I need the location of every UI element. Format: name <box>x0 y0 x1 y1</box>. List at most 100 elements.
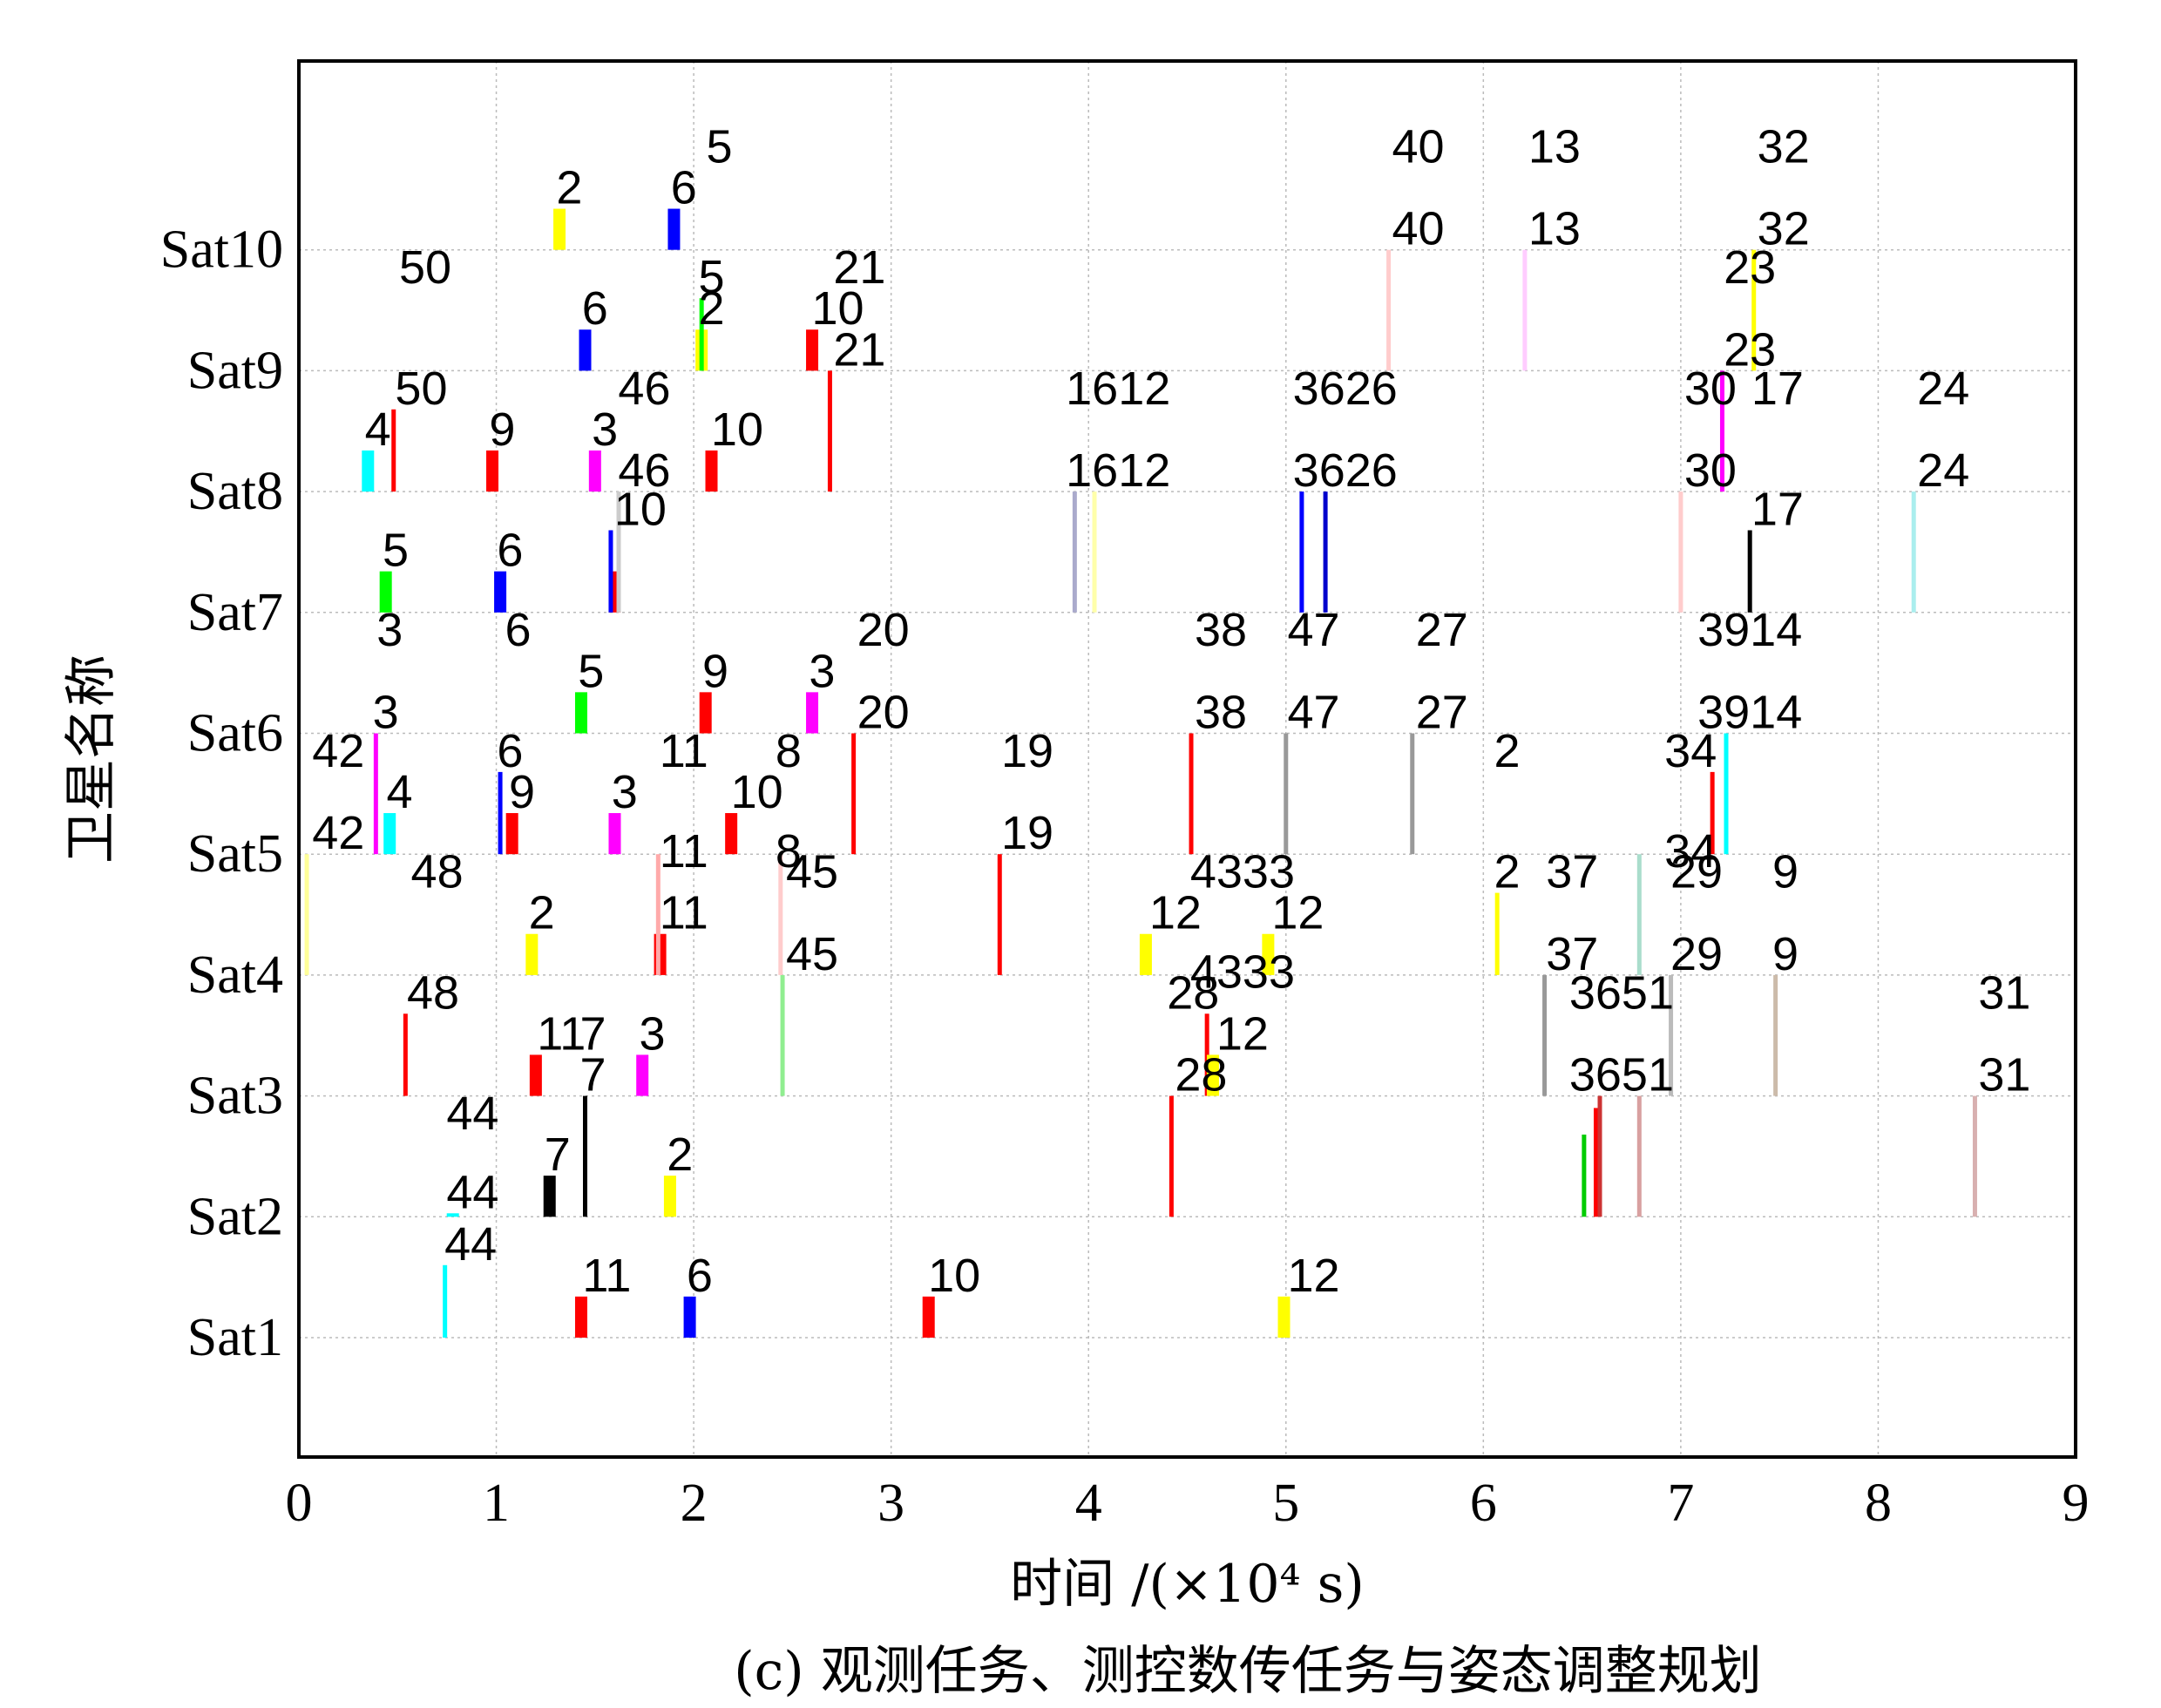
task-bar <box>1747 530 1752 613</box>
task-bar <box>525 933 539 975</box>
task-label: 11 <box>660 887 708 939</box>
task-bar <box>827 370 832 492</box>
task-label: 3914 <box>1697 687 1802 739</box>
task-bar <box>1189 733 1194 855</box>
task-label: 27 <box>1416 687 1468 739</box>
task-bar <box>1169 1095 1174 1217</box>
y-tick-label: Sat8 <box>187 462 283 521</box>
task-bar <box>851 733 857 855</box>
x-tick-label: 8 <box>1865 1474 1892 1533</box>
task-bar <box>1678 491 1683 613</box>
task-bar <box>683 1296 696 1338</box>
task-label: 47 <box>1287 687 1339 739</box>
task-bar <box>574 1296 587 1338</box>
task-label: 19 <box>1001 725 1053 777</box>
task-label: 6 <box>505 604 531 656</box>
task-bar <box>663 1176 676 1217</box>
task-label: 46 <box>618 363 670 415</box>
task-bar <box>1299 491 1304 613</box>
task-bar <box>494 571 507 613</box>
task-label: 5 <box>578 645 604 697</box>
task-bar <box>1773 974 1778 1096</box>
task-bar <box>446 1213 459 1217</box>
task-label: 17 <box>1751 363 1804 415</box>
task-bar <box>608 530 613 613</box>
task-label: 1612 <box>1066 444 1170 497</box>
task-label: 2 <box>667 1128 693 1181</box>
task-bar <box>1636 1095 1642 1217</box>
task-bar <box>655 854 660 975</box>
task-label: 45 <box>786 928 838 980</box>
task-label: 3 <box>809 645 835 697</box>
task-label: 34 <box>1664 825 1717 878</box>
x-axis-title: 时间 /(×10⁴ s) <box>1010 1554 1365 1615</box>
task-label: 11 <box>582 1250 631 1302</box>
task-label: 10 <box>731 766 783 818</box>
task-label: 6 <box>687 1250 713 1302</box>
task-label: 48 <box>407 966 459 1019</box>
task-label: 4 <box>387 766 413 818</box>
task-bar <box>806 329 819 371</box>
x-tick-label: 0 <box>286 1474 313 1533</box>
task-label: 2 <box>556 162 582 214</box>
task-label: 38 <box>1195 604 1247 656</box>
task-label: 31 <box>1978 966 2030 1019</box>
task-label: 7 <box>580 1007 606 1060</box>
x-tick-label: 6 <box>1470 1474 1497 1533</box>
task-bar <box>583 1095 588 1217</box>
y-tick-label: Sat5 <box>187 824 283 884</box>
task-label: 9 <box>702 645 728 697</box>
task-label: 31 <box>1978 1049 2030 1101</box>
task-bar <box>997 854 1002 975</box>
task-bar <box>1072 491 1077 613</box>
task-label: 44 <box>444 1218 497 1271</box>
task-label: 10 <box>711 403 763 456</box>
task-label: 27 <box>1416 604 1468 656</box>
task-label: 6 <box>671 162 697 214</box>
task-label: 8 <box>776 825 802 878</box>
task-label: 20 <box>857 604 910 656</box>
task-label: 8 <box>776 725 802 777</box>
task-label: 24 <box>1917 363 1969 415</box>
task-label: 13 <box>1528 203 1581 255</box>
task-label: 28 <box>1167 966 1219 1019</box>
task-bar <box>1751 249 1757 371</box>
task-bar <box>1262 933 1275 975</box>
task-label: 37 <box>1546 846 1598 898</box>
task-label: 10 <box>811 282 864 335</box>
task-label: 3 <box>612 766 638 818</box>
task-bar <box>391 409 396 492</box>
task-label: 37 <box>1546 928 1598 980</box>
grid-lines <box>298 61 2076 1457</box>
task-bar <box>1494 892 1500 975</box>
task-bar <box>553 208 566 250</box>
task-label: 11 <box>537 1007 586 1060</box>
task-bar <box>705 450 718 492</box>
task-label: 11 <box>660 825 708 878</box>
task-bars <box>304 208 1977 1338</box>
task-label: 5 <box>698 251 724 303</box>
task-label: 9 <box>509 766 535 818</box>
task-label: 7 <box>580 1049 606 1101</box>
task-label: 3914 <box>1697 604 1802 656</box>
y-tick-labels: Sat1 Sat2 Sat3 Sat4 Sat5 Sat6 Sat7 Sat8 Sat9 Sat1… <box>160 220 283 1367</box>
task-label: 50 <box>399 241 451 294</box>
task-label: 40 <box>1392 120 1445 173</box>
task-label: 42 <box>312 725 364 777</box>
task-label: 12 <box>1149 887 1202 939</box>
task-bar <box>806 692 819 734</box>
task-bar <box>1410 733 1415 855</box>
task-bar <box>529 1054 542 1096</box>
task-bar <box>1092 491 1097 613</box>
task-label: 6 <box>497 725 523 777</box>
task-bar <box>699 298 704 371</box>
task-bar <box>725 813 738 855</box>
task-label: 19 <box>1001 807 1053 859</box>
task-bar <box>608 813 621 855</box>
task-bar <box>667 208 681 250</box>
task-label: 48 <box>411 846 464 898</box>
task-bar <box>443 1264 448 1338</box>
x-tick-label: 3 <box>877 1474 904 1533</box>
task-label: 23 <box>1724 323 1776 376</box>
task-label: 5 <box>383 525 409 577</box>
